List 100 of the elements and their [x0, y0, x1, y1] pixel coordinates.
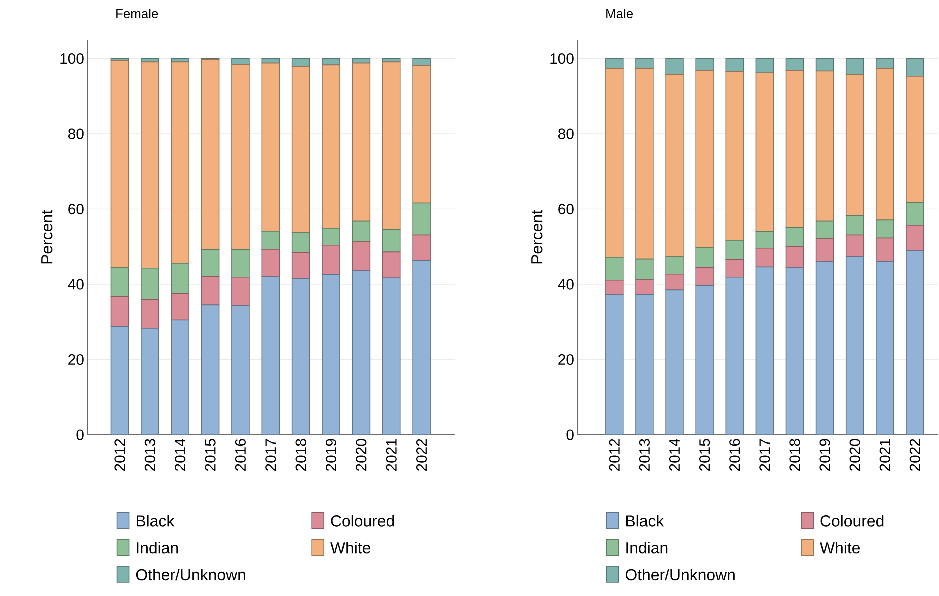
bar	[322, 58, 340, 66]
bar	[636, 68, 654, 260]
bar	[232, 250, 250, 278]
bar	[110, 326, 130, 435]
bar	[292, 58, 310, 68]
x-tick-label: 2015	[205, 439, 216, 472]
legend-label: Coloured	[820, 515, 884, 527]
bar	[786, 227, 804, 248]
y-tick-label: 100	[60, 54, 84, 64]
bar	[141, 328, 160, 435]
bar	[756, 248, 774, 268]
bar	[636, 280, 654, 296]
x-tick-label: 2022	[910, 439, 920, 472]
bar	[110, 60, 130, 268]
bar	[816, 261, 834, 435]
y-tick-label: 80	[558, 128, 574, 140]
x-tick-label: 2012	[114, 439, 126, 472]
bar	[201, 60, 220, 250]
bar	[412, 234, 431, 262]
bar	[726, 240, 744, 260]
bar	[726, 276, 744, 435]
bar	[846, 74, 864, 216]
y-tick-label: 40	[68, 279, 84, 290]
x-tick-label: 2022	[416, 439, 428, 472]
y-tick-label: 100	[550, 54, 574, 64]
y-tick-label: 60	[558, 204, 574, 215]
y-tick-label: 60	[68, 204, 84, 215]
bar	[606, 58, 624, 70]
bar	[606, 294, 624, 435]
bar	[262, 249, 280, 278]
bar	[846, 215, 864, 236]
bar	[786, 246, 804, 268]
bar	[696, 58, 714, 72]
y-axis-title: Percent	[532, 210, 543, 264]
bar	[322, 228, 340, 246]
bar	[696, 267, 714, 286]
legend-label: White	[820, 542, 860, 554]
bar	[141, 268, 160, 300]
bar	[262, 231, 280, 250]
bar	[786, 268, 804, 435]
x-tick-label: 2019	[820, 439, 830, 472]
y-tick-label: 0	[566, 430, 574, 440]
bar	[352, 242, 371, 272]
bar	[846, 256, 864, 435]
bar	[352, 270, 371, 435]
bar	[232, 58, 250, 66]
bar	[382, 278, 401, 435]
legend-label: Other/Unknown	[136, 568, 246, 581]
chart-title: Female	[116, 8, 158, 18]
bar	[606, 280, 624, 296]
bar	[726, 72, 744, 241]
bar	[322, 274, 340, 435]
bar	[636, 58, 654, 70]
bar	[726, 259, 744, 278]
x-tick-label: 2013	[144, 439, 156, 472]
bar	[171, 293, 190, 321]
x-tick-label: 2014	[669, 438, 680, 472]
legend-label: Coloured	[331, 515, 394, 527]
x-tick-label: 2012	[609, 439, 620, 472]
bar	[696, 70, 714, 248]
bar	[696, 248, 714, 268]
bar	[412, 202, 431, 236]
bar	[606, 257, 624, 281]
x-tick-label: 2020	[356, 439, 367, 472]
bar	[322, 64, 340, 229]
bar	[412, 66, 431, 204]
x-tick-label: 2018	[296, 439, 306, 472]
bar	[201, 304, 220, 435]
bar	[382, 229, 401, 253]
x-tick-label: 2019	[326, 439, 337, 472]
bar	[171, 62, 190, 264]
bar	[262, 62, 280, 232]
x-tick-label: 2017	[266, 439, 276, 472]
x-tick-label: 2018	[790, 439, 800, 472]
bar	[382, 62, 401, 230]
legend-label: Black	[136, 515, 175, 527]
bar	[816, 220, 834, 240]
bar	[906, 76, 924, 204]
bar	[201, 276, 220, 306]
bar	[876, 238, 894, 262]
bar	[876, 68, 894, 221]
bar	[666, 58, 684, 75]
bar	[636, 258, 654, 280]
legend-label: White	[330, 542, 371, 554]
bar	[696, 285, 714, 435]
bar	[110, 268, 130, 297]
bar	[262, 276, 280, 435]
bar	[352, 220, 371, 242]
legend-label: Indian	[626, 542, 668, 554]
bar	[232, 64, 250, 250]
legend-label: Black	[626, 515, 664, 527]
legend-label: Indian	[137, 542, 178, 554]
y-axis-title: Percent	[42, 210, 53, 264]
y-tick-label: 20	[558, 354, 574, 366]
bar	[606, 68, 624, 258]
bar	[786, 58, 804, 72]
bar	[666, 256, 684, 275]
y-tick-label: 0	[76, 430, 84, 440]
bar	[382, 252, 401, 279]
bar	[292, 252, 310, 280]
